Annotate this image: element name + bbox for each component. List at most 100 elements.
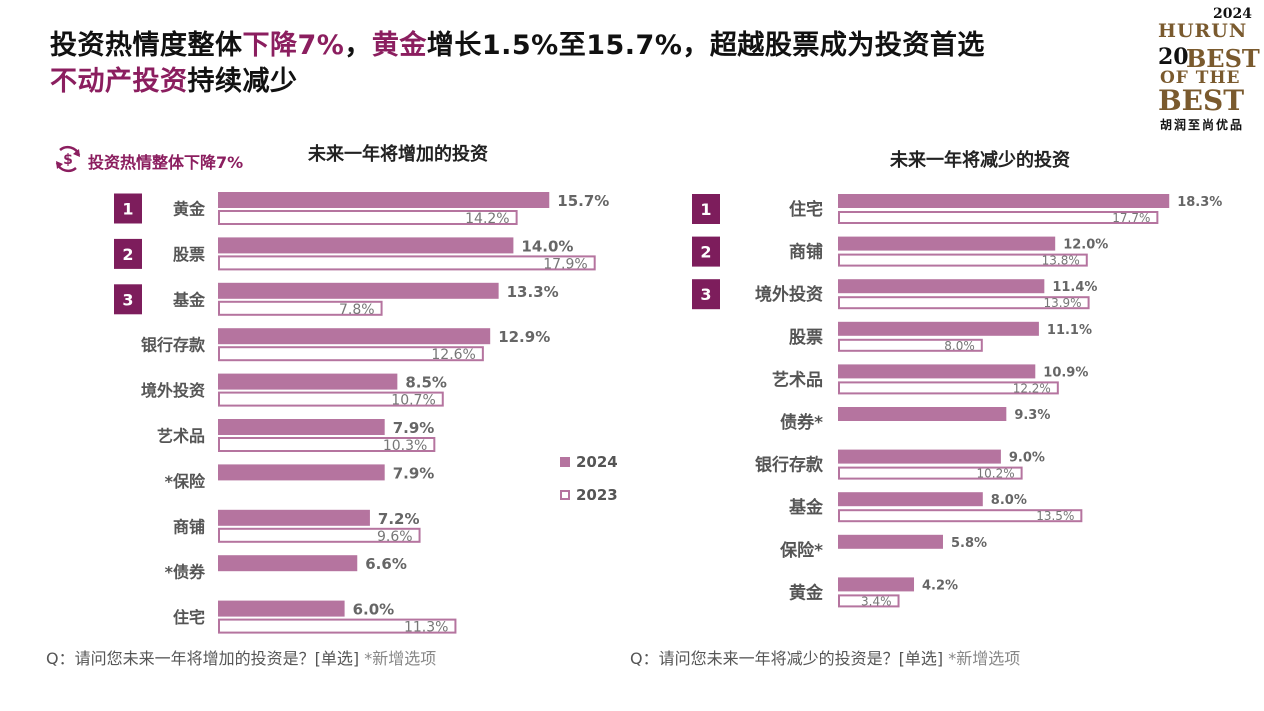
right-bar-2023 [838, 594, 900, 608]
right-value-label-2024: 4.2% [922, 578, 958, 593]
left-value-label-2024: 6.6% [365, 555, 407, 573]
left-category-label: *保险 [165, 472, 206, 491]
headline-text-3: 持续减少 [187, 66, 298, 97]
right-rank-badge [692, 236, 720, 267]
logo-number: 20 [1158, 44, 1189, 70]
legend-label-2023: 2023 [576, 486, 618, 504]
right-bar-2024 [838, 279, 1045, 294]
headline-highlight-realestate: 不动产投资 [50, 66, 188, 97]
right-question: Q：请问您未来一年将减少的投资是？[单选] [630, 649, 944, 668]
logo-best-bottom: BEST [1158, 84, 1245, 117]
left-category-label: *债券 [165, 563, 206, 582]
right-rank-number: 1 [700, 200, 711, 219]
right-value-label-2023: 8.0% [944, 339, 975, 353]
left-bar-2024 [218, 600, 345, 617]
left-bar-2024 [218, 464, 385, 481]
headline-comma: ， [344, 30, 372, 61]
left-bar-2024 [218, 509, 370, 526]
left-category-label: 艺术品 [157, 427, 205, 446]
right-value-label-2023: 12.2% [1013, 381, 1051, 395]
right-bar-2024 [838, 364, 1036, 379]
right-value-label-2023: 13.8% [1042, 254, 1080, 268]
left-new-option-note: *新增选项 [364, 649, 437, 668]
right-category-label: 住宅 [789, 199, 823, 220]
left-value-label-2023: 10.7% [391, 393, 435, 409]
left-category-label: 商铺 [173, 517, 205, 536]
left-value-label-2024: 12.9% [498, 328, 550, 346]
right-value-label-2024: 8.0% [991, 493, 1027, 508]
dollar-cycle-icon: $ [55, 145, 81, 173]
right-value-label-2023: 13.9% [1043, 296, 1081, 310]
left-category-label: 黄金 [173, 200, 206, 219]
right-category-label: 艺术品 [772, 369, 823, 390]
right-category-label: 黄金 [789, 582, 824, 603]
right-category-label: 保险* [779, 540, 823, 561]
right-bar-2023 [838, 338, 983, 352]
right-bar-2024 [838, 194, 1170, 208]
right-chart-title: 未来一年将减少的投资 [890, 150, 1070, 171]
left-bar-2023 [218, 618, 457, 634]
left-value-label-2023: 17.9% [543, 256, 587, 272]
left-footnote: Q：请问您未来一年将增加的投资是？[单选] *新增选项 [46, 645, 436, 669]
legend-swatch-2024 [560, 456, 570, 467]
left-bar-2024 [218, 419, 385, 435]
left-category-label: 境外投资 [141, 381, 205, 400]
logo-best-top: BEST [1186, 44, 1260, 73]
right-value-label-2024: 11.4% [1052, 280, 1097, 295]
left-value-label-2023: 7.8% [339, 302, 375, 318]
logo-year: 2024 [1213, 6, 1252, 22]
left-value-label-2023: 11.3% [404, 620, 448, 636]
right-value-label-2024: 5.8% [951, 536, 987, 551]
left-bar-2024 [218, 237, 514, 254]
left-bar-2024 [218, 373, 398, 390]
headline-highlight-gold: 黄金 [371, 30, 427, 61]
headline-text-1: 投资热情度整体 [50, 30, 243, 61]
left-bar-2024 [218, 328, 491, 345]
left-category-label: 基金 [172, 290, 206, 309]
right-bar-2024 [838, 449, 1001, 464]
right-bar-2023 [838, 253, 1088, 267]
right-category-label: 基金 [788, 497, 824, 518]
left-bar-2023 [218, 437, 436, 452]
left-value-label-2024: 6.0% [353, 601, 395, 619]
right-value-label-2024: 11.1% [1047, 323, 1092, 338]
right-bar-2024 [838, 321, 1039, 336]
left-rank-number: 3 [122, 290, 133, 309]
left-value-label-2023: 9.6% [377, 529, 413, 545]
left-value-label-2023: 14.2% [465, 211, 509, 227]
left-rank-number: 1 [122, 200, 133, 219]
left-bar-2023 [218, 527, 421, 543]
logo-chinese-name: 胡润至尚优品 [1160, 118, 1245, 132]
left-bar-2023 [218, 255, 596, 271]
right-category-label: 商铺 [789, 242, 823, 263]
right-category-label: 债券* [780, 412, 823, 433]
left-bar-2024 [218, 555, 358, 572]
left-bar-2024 [218, 282, 499, 299]
headline-text-2: 增长1.5%至15.7%，超越股票成为投资首选 [426, 30, 985, 61]
left-value-label-2024: 13.3% [507, 283, 559, 301]
left-rank-badge [114, 284, 142, 315]
left-chart-title: 未来一年将增加的投资 [308, 144, 488, 165]
left-value-label-2024: 7.2% [378, 510, 420, 528]
right-value-label-2024: 18.3% [1177, 195, 1222, 210]
right-bar-2023 [838, 509, 1083, 523]
hurun-best-of-the-best-logo: 2024 HURUN 20 BEST OF THE BEST 胡润至尚优品 [1152, 4, 1260, 134]
right-value-label-2023: 10.2% [976, 467, 1014, 481]
right-new-option-note: *新增选项 [948, 649, 1021, 668]
left-bar-2023 [218, 346, 484, 362]
left-category-label: 银行存款 [141, 336, 206, 355]
right-category-label: 股票 [789, 328, 823, 348]
headline-line-1: 投资热情度整体下降7%，黄金增长1.5%至15.7%，超越股票成为投资首选 [50, 28, 1140, 64]
right-value-label-2024: 9.0% [1009, 451, 1045, 466]
right-value-label-2023: 17.7% [1112, 211, 1150, 225]
left-value-label-2024: 7.9% [393, 464, 435, 482]
right-value-label-2024: 9.3% [1014, 408, 1050, 423]
left-bar-2024 [218, 192, 550, 208]
left-question: Q：请问您未来一年将增加的投资是？[单选] [46, 649, 360, 668]
left-bar-2023 [218, 300, 383, 316]
logo-of-the: OF THE [1160, 68, 1241, 88]
right-rank-number: 3 [700, 285, 711, 304]
left-value-label-2024: 14.0% [521, 237, 573, 255]
right-bar-2023 [838, 211, 1159, 224]
